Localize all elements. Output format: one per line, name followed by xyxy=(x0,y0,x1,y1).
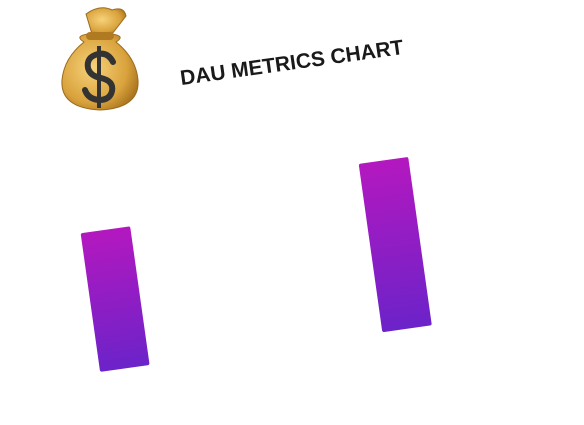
bar xyxy=(80,226,150,372)
money-bag-icon xyxy=(61,7,139,111)
bar xyxy=(358,157,432,332)
chart-title: DAU METRICS CHART xyxy=(179,36,405,90)
plot-area xyxy=(80,157,432,372)
